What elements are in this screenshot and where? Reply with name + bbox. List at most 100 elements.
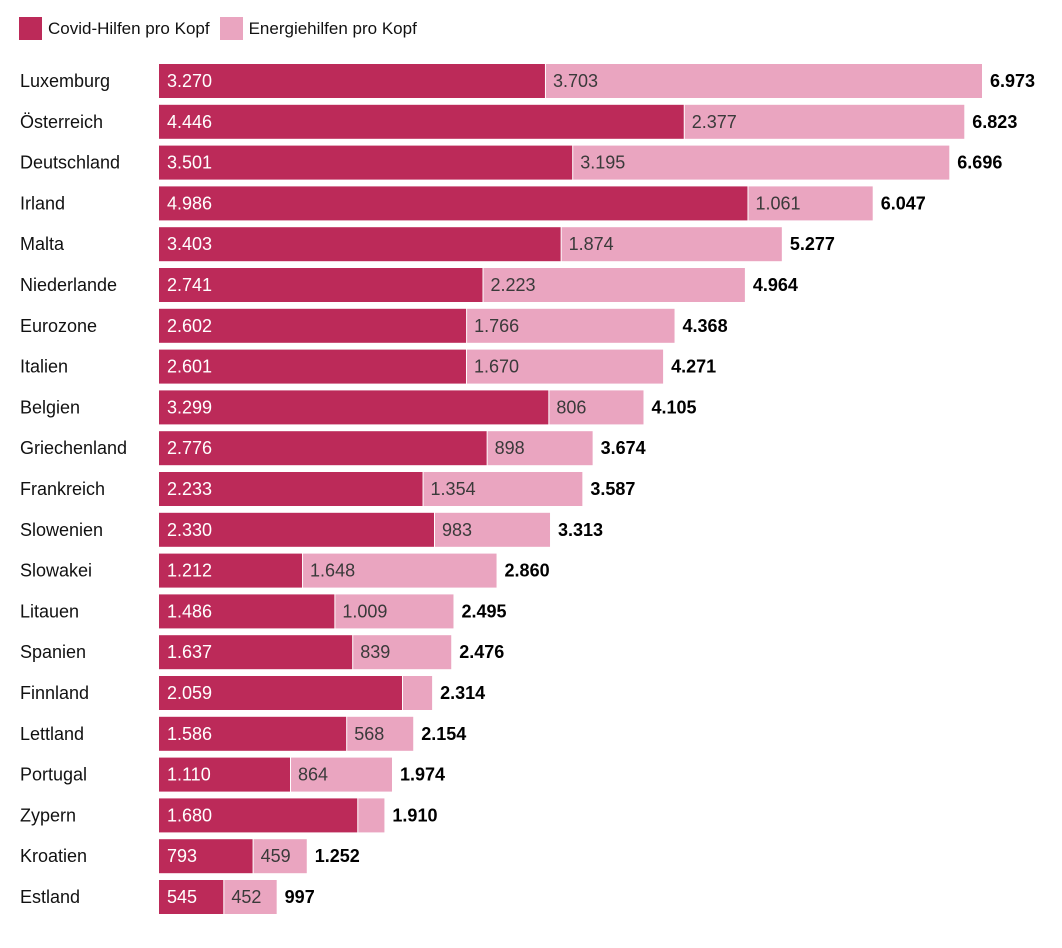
category-label: Eurozone	[20, 316, 97, 336]
data-label-total: 4.105	[651, 397, 696, 417]
data-label-covid: 2.776	[167, 438, 212, 458]
bar-covid	[159, 431, 487, 466]
bar-energie	[353, 635, 452, 670]
data-label-covid: 3.270	[167, 71, 212, 91]
data-label-total: 6.823	[972, 112, 1017, 132]
data-label-covid: 1.110	[167, 765, 211, 785]
category-label: Frankreich	[20, 479, 105, 499]
category-label: Malta	[20, 234, 65, 254]
data-label-covid: 2.059	[167, 683, 212, 703]
bar-energie	[291, 757, 392, 792]
data-label-energie: 1.354	[431, 479, 476, 499]
data-label-total: 6.973	[990, 71, 1035, 91]
bar-energie	[573, 145, 950, 180]
legend-swatch-energie	[219, 17, 243, 40]
data-label-energie: 2.377	[692, 112, 737, 132]
data-label-total: 2.860	[505, 561, 550, 581]
category-label: Deutschland	[20, 153, 120, 173]
bar-covid	[159, 757, 291, 792]
data-label-energie: 3.703	[553, 71, 598, 91]
data-label-covid: 545	[167, 887, 197, 907]
data-label-energie: 839	[360, 642, 390, 662]
bar-covid	[159, 104, 684, 139]
data-label-energie: 1.061	[755, 193, 800, 213]
bar-energie	[303, 553, 497, 588]
category-label: Österreich	[20, 112, 103, 132]
legend-swatch-covid	[19, 17, 42, 40]
bar-energie	[403, 676, 433, 710]
data-label-total: 4.271	[671, 357, 716, 377]
bar-energie	[347, 716, 414, 751]
category-label: Litauen	[20, 601, 79, 621]
bar-covid	[159, 390, 549, 425]
data-label-total: 2.314	[440, 683, 485, 703]
data-label-energie: 568	[354, 724, 384, 744]
data-label-total: 2.154	[421, 724, 466, 744]
data-label-covid: 2.602	[167, 316, 212, 336]
data-label-energie: 1.009	[342, 601, 387, 621]
category-label: Portugal	[20, 765, 87, 785]
bar-energie	[483, 268, 745, 302]
bar-covid	[159, 880, 224, 914]
legend-label-covid: Covid-Hilfen pro Kopf	[48, 18, 210, 38]
data-label-covid: 4.986	[167, 193, 212, 213]
bar-covid	[159, 676, 403, 710]
data-label-total: 997	[285, 887, 315, 907]
data-label-energie: 3.195	[580, 153, 625, 173]
data-label-covid: 1.586	[167, 724, 212, 744]
category-label: Zypern	[20, 805, 76, 825]
data-label-total: 1.910	[392, 805, 437, 825]
bar-energie	[435, 512, 551, 547]
data-label-covid: 1.212	[167, 561, 212, 581]
data-label-energie: 2.223	[491, 275, 536, 295]
category-label: Finnland	[20, 683, 89, 703]
bar-covid	[159, 635, 353, 670]
legend: Covid-Hilfen pro Kopf Energiehilfen pro …	[19, 17, 427, 40]
legend-item-energie: Energiehilfen pro Kopf	[219, 17, 417, 40]
category-label: Spanien	[20, 642, 86, 662]
category-label: Italien	[20, 357, 68, 377]
category-label: Irland	[20, 193, 65, 213]
category-label: Slowakei	[20, 561, 92, 581]
data-label-total: 6.047	[881, 193, 926, 213]
category-label: Griechenland	[20, 438, 127, 458]
bar-covid	[159, 472, 423, 506]
legend-label-energie: Energiehilfen pro Kopf	[248, 18, 417, 38]
category-label: Belgien	[20, 397, 80, 417]
data-label-energie: 1.874	[569, 234, 614, 254]
data-label-energie: 1.670	[474, 357, 519, 377]
category-label: Lettland	[20, 724, 84, 744]
data-label-total: 4.368	[683, 316, 728, 336]
data-label-total: 2.476	[459, 642, 504, 662]
bar-energie	[748, 186, 873, 221]
data-label-covid: 4.446	[167, 112, 212, 132]
bar-covid	[159, 145, 573, 180]
data-label-covid: 1.680	[167, 805, 212, 825]
bar-energie	[466, 349, 664, 384]
data-label-total: 3.674	[601, 438, 646, 458]
category-label: Estland	[20, 887, 80, 907]
data-label-total: 1.252	[315, 846, 360, 866]
data-label-covid: 793	[167, 846, 197, 866]
category-label: Luxemburg	[20, 71, 110, 91]
data-label-covid: 1.637	[167, 642, 212, 662]
data-label-covid: 2.233	[167, 479, 212, 499]
bar-energie	[335, 594, 454, 629]
category-label: Slowenien	[20, 520, 103, 540]
bar-energie	[467, 308, 675, 343]
data-label-total: 3.313	[558, 520, 603, 540]
data-label-energie: 983	[442, 520, 472, 540]
bar-covid	[159, 553, 303, 588]
data-label-energie: 459	[261, 846, 291, 866]
data-label-energie: 1.648	[310, 561, 355, 581]
bar-energie	[545, 64, 982, 98]
data-label-total: 6.696	[957, 153, 1002, 173]
bar-covid	[159, 186, 748, 221]
data-label-covid: 3.299	[167, 397, 212, 417]
bar-energie	[358, 798, 385, 833]
legend-item-covid: Covid-Hilfen pro Kopf	[19, 17, 210, 40]
bar-covid	[159, 268, 483, 302]
data-label-energie: 864	[298, 765, 328, 785]
data-label-covid: 2.330	[167, 520, 212, 540]
